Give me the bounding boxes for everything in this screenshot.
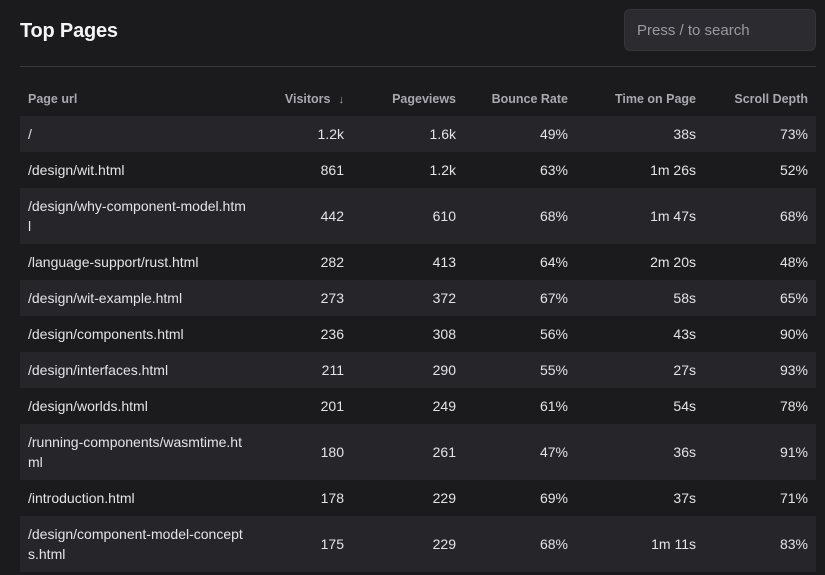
bounce-rate-cell: 67% [539,290,568,306]
bounce-rate-cell: 64% [539,254,568,270]
page-url-cell[interactable]: /running-components/wasmtime.html [28,434,242,470]
column-header-label: Time on Page [614,92,696,106]
time-on-page-cell: 58s [673,290,696,306]
pageviews-cell: 1.6k [429,126,456,142]
table-row[interactable]: /design/interfaces.html 211 290 55% 27s 93% [20,352,816,388]
table-row[interactable]: /design/why-component-model.html 442 610 68… [20,188,816,244]
scroll-depth-cell: 93% [779,362,808,378]
pageviews-cell: 610 [432,208,456,224]
time-on-page-cell: 37s [673,490,696,506]
column-header-page-url[interactable]: Page url [20,82,256,116]
table-row[interactable]: / 1.2k 1.6k 49% 38s 73% [20,116,816,152]
column-header-scroll-depth[interactable]: Scroll Depth [704,82,816,116]
bounce-rate-cell: 49% [539,126,568,142]
time-on-page-cell: 1m 47s [650,208,696,224]
visitors-cell: 175 [320,536,344,552]
bounce-rate-cell: 69% [539,490,568,506]
visitors-cell: 273 [320,290,344,306]
time-on-page-cell: 27s [673,362,696,378]
pageviews-cell: 290 [432,362,456,378]
time-on-page-cell: 2m 20s [650,254,696,270]
bounce-rate-cell: 63% [539,162,568,178]
pageviews-cell: 372 [432,290,456,306]
pageviews-cell: 413 [432,254,456,270]
header-divider [20,66,816,67]
bounce-rate-cell: 47% [539,444,568,460]
table-row[interactable]: /design/wit-example.html 273 372 67% 58s 65% [20,280,816,316]
panel-header: Top Pages [20,0,816,66]
page-url-cell[interactable]: /design/component-model-concepts.html [28,526,243,562]
column-header-label: Page url [28,92,78,106]
page-url-cell[interactable]: /design/components.html [28,326,184,342]
column-header-bounce-rate[interactable]: Bounce Rate [464,82,576,116]
page-url-cell[interactable]: /introduction.html [28,490,135,506]
table-row[interactable]: /language-support/rust.html 282 413 64% 2m 2… [20,244,816,280]
top-pages-table: Page url Visitors ↓ Pageviews Bounce Rate… [20,82,816,572]
page-url-cell[interactable]: /design/worlds.html [28,398,148,414]
scroll-depth-cell: 90% [779,326,808,342]
column-header-time-on-page[interactable]: Time on Page [576,82,704,116]
scroll-depth-cell: 73% [779,126,808,142]
scroll-depth-cell: 91% [779,444,808,460]
visitors-cell: 282 [320,254,344,270]
column-header-label: Visitors [284,92,331,106]
scroll-depth-cell: 78% [779,398,808,414]
bounce-rate-cell: 61% [539,398,568,414]
pageviews-cell: 261 [432,444,456,460]
search-input[interactable] [624,9,816,51]
page-url-cell[interactable]: /language-support/rust.html [28,254,199,270]
scroll-depth-cell: 83% [779,536,808,552]
table-row[interactable]: /design/component-model-concepts.html 175… [20,516,816,572]
bounce-rate-cell: 68% [539,208,568,224]
time-on-page-cell: 54s [673,398,696,414]
table-row[interactable]: /design/components.html 236 308 56% 43s 90% [20,316,816,352]
bounce-rate-cell: 55% [539,362,568,378]
time-on-page-cell: 36s [673,444,696,460]
visitors-cell: 178 [320,490,344,506]
table-row[interactable]: /design/wit.html 861 1.2k 63% 1m 26s 52% [20,152,816,188]
column-header-label: Bounce Rate [491,92,568,106]
visitors-cell: 1.2k [317,126,344,142]
visitors-cell: 861 [320,162,344,178]
column-header-label: Pageviews [392,92,456,106]
pageviews-cell: 229 [432,490,456,506]
scroll-depth-cell: 48% [779,254,808,270]
table-row[interactable]: /design/worlds.html 201 249 61% 54s 78% [20,388,816,424]
column-header-label: Scroll Depth [734,92,808,106]
bounce-rate-cell: 56% [539,326,568,342]
page-url-cell[interactable]: /design/wit-example.html [28,290,183,306]
page-url-cell[interactable]: /design/interfaces.html [28,362,169,378]
pageviews-cell: 308 [432,326,456,342]
sort-descending-icon: ↓ [338,94,345,106]
scroll-depth-cell: 52% [779,162,808,178]
pageviews-cell: 249 [432,398,456,414]
scroll-depth-cell: 68% [779,208,808,224]
pageviews-cell: 229 [432,536,456,552]
time-on-page-cell: 43s [673,326,696,342]
scroll-depth-cell: 65% [779,290,808,306]
visitors-cell: 180 [320,444,344,460]
page-url-cell[interactable]: /design/wit.html [28,162,125,178]
visitors-cell: 236 [320,326,344,342]
page-url-cell[interactable]: / [28,126,32,142]
time-on-page-cell: 38s [673,126,696,142]
visitors-cell: 442 [320,208,344,224]
page-url-cell[interactable]: /design/why-component-model.html [28,198,246,234]
scroll-depth-cell: 71% [779,490,808,506]
pageviews-cell: 1.2k [429,162,456,178]
column-header-visitors[interactable]: Visitors ↓ [256,82,352,116]
table-header-row: Page url Visitors ↓ Pageviews Bounce Rate… [20,82,816,116]
visitors-cell: 201 [320,398,344,414]
time-on-page-cell: 1m 26s [650,162,696,178]
time-on-page-cell: 1m 11s [651,536,696,552]
table-row[interactable]: /introduction.html 178 229 69% 37s 71% [20,480,816,516]
bounce-rate-cell: 68% [539,536,568,552]
column-header-pageviews[interactable]: Pageviews [352,82,464,116]
panel-title: Top Pages [20,20,118,42]
visitors-cell: 211 [321,362,344,378]
table-row[interactable]: /running-components/wasmtime.html 180 261 4… [20,424,816,480]
